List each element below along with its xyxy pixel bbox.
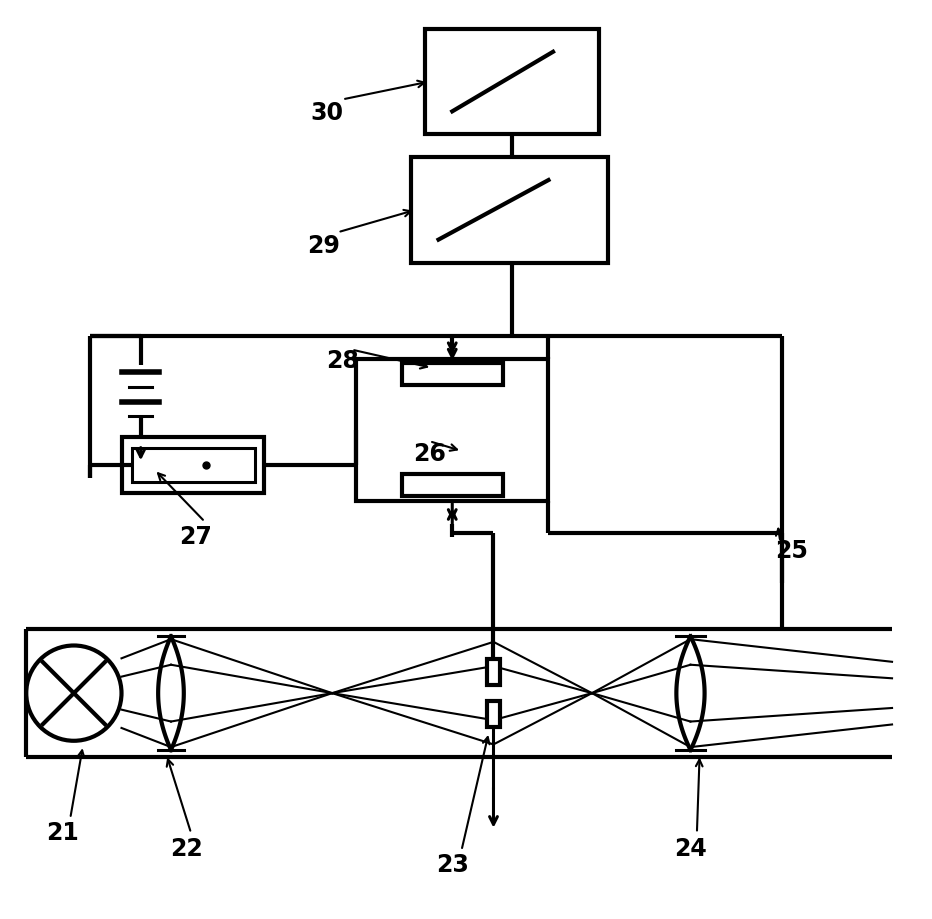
- Bar: [402, 474, 502, 496]
- Bar: [131, 448, 255, 482]
- Bar: [411, 157, 608, 263]
- Bar: [425, 28, 599, 134]
- Text: 25: 25: [774, 539, 808, 563]
- Bar: [122, 437, 265, 494]
- Text: 30: 30: [310, 101, 343, 125]
- Bar: [402, 363, 502, 385]
- Bar: [356, 358, 548, 501]
- Text: 27: 27: [179, 526, 212, 550]
- Bar: [487, 659, 500, 685]
- Text: 26: 26: [413, 442, 445, 466]
- Text: 22: 22: [171, 837, 203, 861]
- Bar: [487, 701, 500, 728]
- Text: 21: 21: [47, 822, 79, 845]
- Text: 29: 29: [308, 234, 340, 258]
- Text: 28: 28: [326, 348, 359, 372]
- Text: 23: 23: [436, 854, 469, 878]
- Text: 24: 24: [674, 837, 706, 861]
